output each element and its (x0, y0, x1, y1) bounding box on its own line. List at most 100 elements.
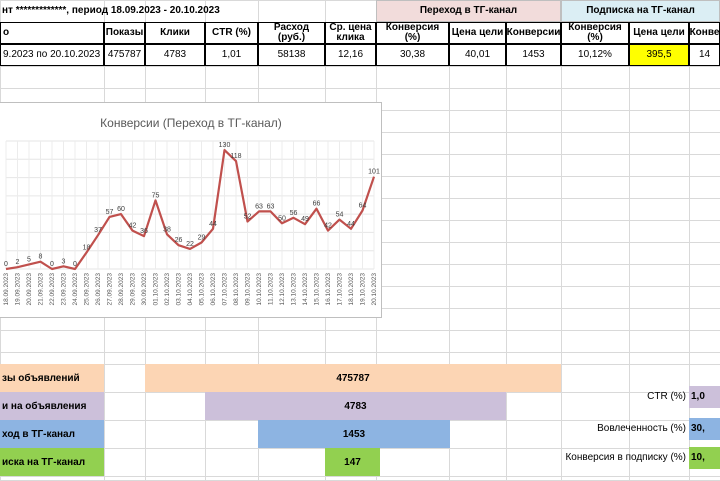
data-cell: 1453 (506, 44, 561, 66)
chart-x-tick-label: 29.09.2023 (130, 273, 137, 306)
chart-x-tick-label: 03.10.2023 (176, 273, 183, 306)
chart-data-label: 8 (39, 254, 43, 261)
chart-data-label: 0 (50, 261, 54, 268)
chart-data-label: 52 (244, 213, 252, 220)
chart-data-label: 42 (129, 223, 137, 230)
conversions-chart: Конверсии (Переход в ТГ-канал) 0 2 5 8 0 3 0 18 3… (0, 102, 382, 318)
chart-data-label: 118 (230, 153, 241, 160)
chart-x-tick-label: 26.09.2023 (95, 273, 102, 306)
data-cell: 9.2023 по 20.10.2023 (0, 44, 104, 66)
chart-x-tick-label: 18.09.2023 (3, 273, 10, 306)
chart-x-tick-label: 25.09.2023 (84, 273, 91, 306)
chart-x-tick-label: 10.10.2023 (256, 273, 263, 306)
column-header: Конверсия (%) (561, 22, 629, 44)
chart-x-tick-label: 12.10.2023 (279, 273, 286, 306)
chart-data-label: 75 (152, 192, 160, 199)
chart-data-label: 49 (301, 216, 309, 223)
funnel-bar-impressions: 475787 (145, 364, 561, 392)
funnel-bar-subscribe: 147 (325, 448, 380, 476)
chart-x-tick-label: 23.09.2023 (61, 273, 68, 306)
funnel-label-impressions: зы объявлений (0, 364, 104, 392)
chart-x-tick-label: 08.10.2023 (233, 273, 240, 306)
chart-series-line (5, 148, 376, 271)
chart-data-label: 44 (209, 221, 217, 228)
chart-data-label: 54 (336, 212, 344, 219)
grid-row-line (0, 476, 720, 477)
column-header: Клики (145, 22, 205, 44)
metric-subscribe-conv-value: 10, (689, 447, 720, 469)
grid-col-line (561, 0, 562, 480)
grid-row-line (0, 0, 720, 1)
chart-data-label: 64 (359, 202, 367, 209)
chart-data-label: 0 (73, 261, 77, 268)
chart-x-tick-label: 07.10.2023 (222, 273, 229, 306)
chart-data-label: 60 (117, 206, 125, 213)
column-header: Показы (104, 22, 145, 44)
chart-data-label: 37 (94, 227, 102, 234)
chart-data-label: 3 (62, 258, 66, 265)
chart-data-label: 63 (255, 203, 263, 210)
grid-row-line (0, 88, 720, 89)
metric-engagement-label: Вовлеченность (%) (597, 423, 686, 434)
chart-data-label: 38 (163, 226, 171, 233)
chart-x-tick-label: 27.09.2023 (107, 273, 114, 306)
funnel-label-clicks: и на объявления (0, 392, 104, 420)
column-header: Конве (689, 22, 720, 44)
chart-x-tick-label: 04.10.2023 (187, 273, 194, 306)
grid-row-line (0, 330, 720, 331)
chart-x-tick-label: 30.09.2023 (141, 273, 148, 306)
chart-x-tick-label: 20.09.2023 (26, 273, 33, 306)
column-header: Конверсии (506, 22, 561, 44)
data-cell: 10,12% (561, 44, 629, 66)
column-header: Конверсия (%) (376, 22, 449, 44)
chart-x-tick-label: 24.09.2023 (72, 273, 79, 306)
chart-data-label: 29 (198, 234, 206, 241)
chart-data-label: 101 (368, 169, 380, 176)
chart-x-tick-label: 11.10.2023 (268, 273, 275, 305)
group-header-subscribe: Подписка на ТГ-канал (561, 0, 720, 22)
chart-x-tick-label: 17.10.2023 (337, 273, 344, 306)
grid-col-line (449, 0, 450, 480)
data-cell: 4783 (145, 44, 205, 66)
chart-x-tick-label: 20.10.2023 (371, 273, 378, 306)
chart-x-tick-label: 15.10.2023 (314, 273, 321, 306)
column-header: о (0, 22, 104, 44)
chart-x-tick-label: 13.10.2023 (291, 273, 298, 306)
chart-data-label: 44 (347, 221, 355, 228)
column-header: Цена цели (449, 22, 506, 44)
chart-x-tick-label: 16.10.2023 (325, 273, 332, 306)
funnel-bar-clicks: 4783 (205, 392, 506, 420)
chart-data-label: 36 (140, 228, 148, 235)
chart-x-tick-label: 05.10.2023 (199, 273, 206, 306)
chart-x-tick-label: 22.09.2023 (49, 273, 56, 306)
chart-data-label: 66 (313, 201, 321, 208)
chart-x-tick-label: 14.10.2023 (302, 273, 309, 306)
metric-engagement-value: 30, (689, 418, 720, 440)
chart-data-label: 63 (267, 203, 275, 210)
conversions-chart-svg: Конверсии (Переход в ТГ-канал)0 2 5 80 3 0183… (3, 116, 380, 306)
grid-row-line (0, 66, 720, 67)
data-cell: 30,38 (376, 44, 449, 66)
funnel-bar-transition: 1453 (258, 420, 450, 448)
grid-col-line (629, 0, 630, 480)
chart-data-label: 5 (27, 256, 31, 263)
chart-title: Конверсии (Переход в ТГ-канал) (100, 116, 282, 130)
group-header-transition: Переход в ТГ-канал (376, 0, 561, 22)
metric-ctr-label: CTR (%) (647, 391, 686, 402)
metric-ctr-value: 1,0 (689, 386, 720, 408)
chart-x-tick-label: 21.09.2023 (38, 273, 45, 306)
chart-data-label: 130 (219, 142, 231, 149)
metric-subscribe-conv-label: Конверсия в подписку (%) (565, 452, 686, 463)
funnel-label-transition: ход в ТГ-канал (0, 420, 104, 448)
column-header: Цена цели (629, 22, 689, 44)
chart-x-tick-label: 19.10.2023 (360, 273, 367, 306)
data-cell: 1,01 (205, 44, 258, 66)
data-cell: 14 (689, 44, 720, 66)
funnel-label-subscribe: иска на ТГ-канал (0, 448, 104, 476)
chart-data-label: 56 (290, 210, 298, 217)
report-title: нт *************, период 18.09.2023 - 20… (2, 5, 220, 16)
data-cell: 395,5 (629, 44, 689, 66)
chart-x-tick-label: 18.10.2023 (348, 273, 355, 306)
grid-col-line (689, 0, 690, 480)
chart-data-label: 2 (16, 259, 20, 266)
